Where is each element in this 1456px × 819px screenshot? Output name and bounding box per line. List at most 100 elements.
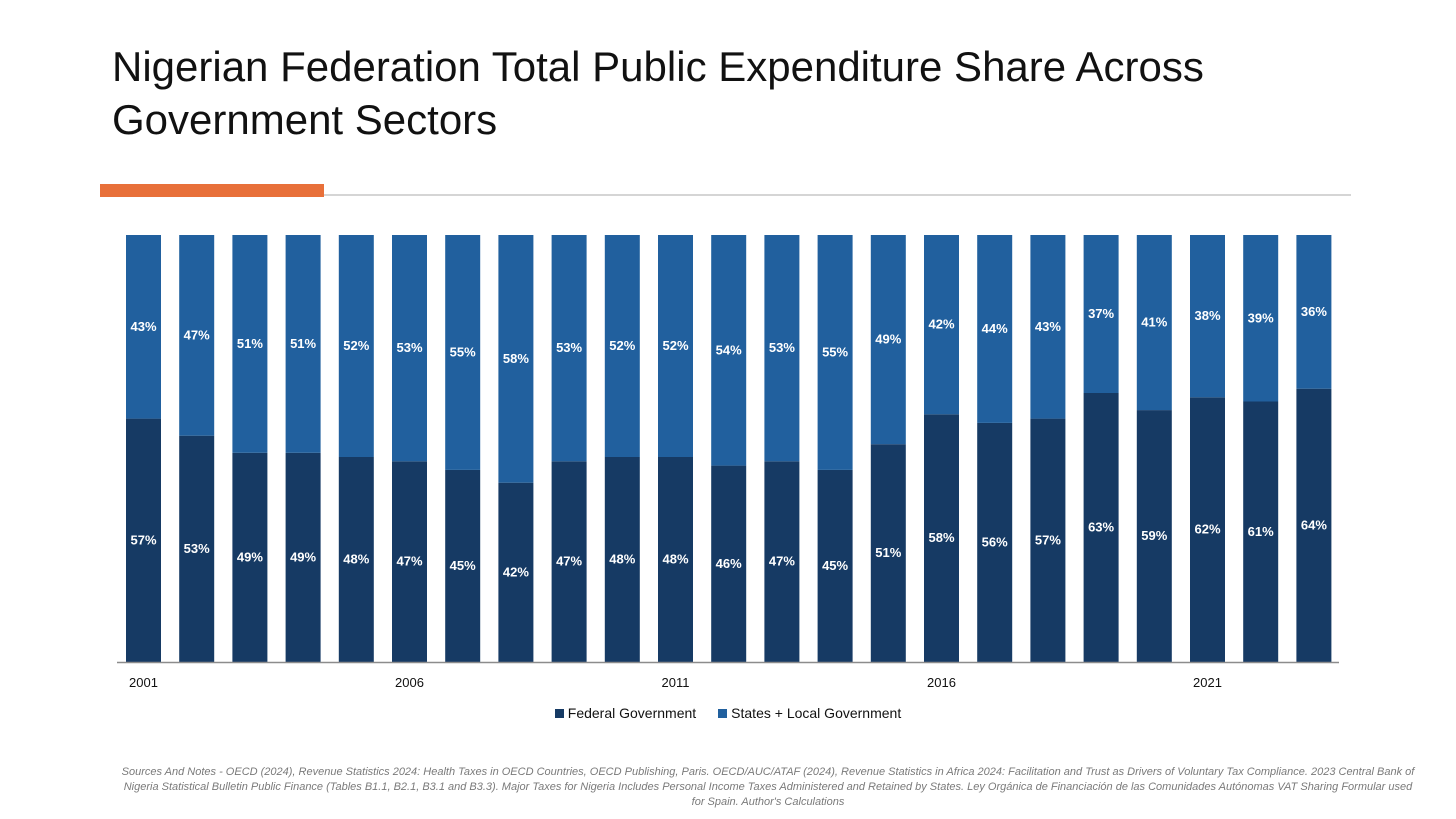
x-tick-label-2011: 2011: [662, 675, 690, 690]
data-label-federal-government-2021: 62%: [1194, 522, 1220, 537]
bar-federal-government-2004: [285, 452, 321, 662]
legend-item-federal-government: Federal Government: [554, 705, 697, 721]
legend-swatch-federal-government: [554, 708, 564, 718]
bar-states-local-government-2018: [1030, 235, 1066, 419]
data-label-federal-government-2012: 46%: [716, 556, 742, 571]
bar-states-local-government-2005: [338, 235, 374, 457]
bar-states-local-government-2008: [498, 235, 534, 483]
data-label-states-local-government-2013: 53%: [769, 340, 795, 355]
bar-states-local-government-2015: [870, 235, 906, 445]
bar-federal-government-2003: [232, 452, 268, 662]
data-label-states-local-government-2014: 55%: [822, 344, 848, 359]
x-tick-labels: 2001 2006 2011 2016 2021: [129, 675, 1222, 690]
bar-federal-government-2015: [870, 444, 906, 662]
bar-federal-government-2013: [764, 461, 800, 662]
bar-states-local-government-2023: [1296, 235, 1332, 389]
bar-federal-government-2016: [924, 414, 959, 662]
data-label-federal-government-2005: 48%: [343, 552, 369, 567]
data-label-federal-government-2007: 45%: [450, 558, 476, 573]
data-label-federal-government-2018: 57%: [1035, 532, 1061, 547]
bar-states-local-government-2009: [551, 235, 587, 462]
x-tick-label-2001: 2001: [129, 675, 158, 690]
data-label-states-local-government-2020: 41%: [1141, 315, 1167, 330]
bar-states-local-government-2007: [445, 235, 481, 470]
data-label-states-local-government-2017: 44%: [982, 321, 1008, 336]
legend-swatch-states-local-government: [718, 708, 728, 718]
data-label-states-local-government-2004: 51%: [290, 336, 316, 351]
bar-states-local-government-2021: [1190, 235, 1225, 398]
data-label-states-local-government-2018: 43%: [1035, 319, 1061, 334]
bar-federal-government-2008: [498, 482, 534, 662]
title-divider-line: [100, 194, 1351, 196]
data-label-states-local-government-2012: 54%: [716, 342, 742, 357]
bar-states-local-government-2020: [1136, 235, 1172, 411]
bar-federal-government-2022: [1243, 401, 1279, 662]
bar-states-local-government-2001: [126, 235, 161, 419]
data-label-states-local-government-2007: 55%: [450, 344, 476, 359]
bars-layer: 57% 43% 53% 47% 49% 51% 49% 51% 48% 52% 47% 53% 45% 5…: [126, 235, 1332, 663]
bar-states-local-government-2003: [232, 235, 268, 453]
legend-item-states-local-government: States + Local Government: [718, 705, 901, 721]
bar-states-local-government-2017: [977, 235, 1013, 423]
data-label-federal-government-2014: 45%: [822, 558, 848, 573]
data-label-states-local-government-2010: 52%: [609, 338, 635, 353]
bar-states-local-government-2019: [1083, 235, 1119, 393]
bar-federal-government-2021: [1190, 397, 1225, 662]
stacked-bar-chart: 57% 43% 53% 47% 49% 51% 49% 51% 48% 52% 47% 53% 45% 5…: [117, 235, 1339, 690]
bar-states-local-government-2011: [658, 235, 693, 457]
bar-states-local-government-2006: [392, 235, 427, 462]
bar-federal-government-2006: [392, 461, 427, 662]
data-label-federal-government-2020: 59%: [1141, 528, 1167, 543]
x-tick-label-2006: 2006: [395, 675, 424, 690]
data-label-states-local-government-2016: 42%: [928, 317, 954, 332]
bar-federal-government-2002: [179, 435, 215, 662]
data-label-federal-government-2006: 47%: [396, 554, 422, 569]
title-accent-bar: [100, 184, 324, 197]
bar-states-local-government-2010: [604, 235, 640, 457]
data-label-states-local-government-2009: 53%: [556, 340, 582, 355]
bar-states-local-government-2004: [285, 235, 321, 453]
bar-states-local-government-2016: [924, 235, 959, 415]
data-label-federal-government-2022: 61%: [1248, 524, 1274, 539]
bar-federal-government-2010: [604, 457, 640, 662]
x-tick-label-2021: 2021: [1193, 675, 1222, 690]
data-label-federal-government-2013: 47%: [769, 554, 795, 569]
data-label-states-local-government-2005: 52%: [343, 338, 369, 353]
data-label-states-local-government-2003: 51%: [237, 336, 263, 351]
bar-states-local-government-2013: [764, 235, 800, 462]
data-label-states-local-government-2002: 47%: [184, 327, 210, 342]
data-label-states-local-government-2022: 39%: [1248, 310, 1274, 325]
legend-label-states-local-government: States + Local Government: [731, 705, 902, 721]
data-label-states-local-government-2019: 37%: [1088, 306, 1114, 321]
bar-states-local-government-2012: [711, 235, 747, 466]
data-label-federal-government-2001: 57%: [130, 532, 156, 547]
bar-federal-government-2014: [817, 469, 853, 663]
bar-federal-government-2019: [1083, 393, 1119, 662]
data-label-states-local-government-2008: 58%: [503, 351, 529, 366]
data-label-federal-government-2008: 42%: [503, 564, 529, 579]
data-label-federal-government-2017: 56%: [982, 534, 1008, 549]
bar-federal-government-2001: [126, 418, 161, 662]
sources-note: Sources And Notes - OECD (2024), Revenue…: [121, 766, 1415, 808]
bar-federal-government-2020: [1136, 410, 1172, 662]
legend-label-federal-government: Federal Government: [567, 705, 697, 721]
bar-federal-government-2007: [445, 469, 481, 663]
data-label-states-local-government-2023: 36%: [1301, 304, 1327, 319]
bar-federal-government-2018: [1030, 418, 1066, 662]
bar-federal-government-2011: [658, 457, 693, 662]
data-label-states-local-government-2011: 52%: [662, 338, 688, 353]
data-label-federal-government-2002: 53%: [184, 541, 210, 556]
chart-legend: Federal Government States + Local Govern…: [0, 705, 1456, 721]
data-label-states-local-government-2015: 49%: [875, 332, 901, 347]
x-tick-label-2016: 2016: [927, 675, 956, 690]
data-label-federal-government-2023: 64%: [1301, 517, 1327, 532]
data-label-federal-government-2009: 47%: [556, 554, 582, 569]
data-label-federal-government-2011: 48%: [662, 552, 688, 567]
bar-states-local-government-2022: [1243, 235, 1279, 402]
bar-federal-government-2009: [551, 461, 587, 662]
data-label-federal-government-2003: 49%: [237, 549, 263, 564]
data-label-federal-government-2015: 51%: [875, 545, 901, 560]
bar-states-local-government-2014: [817, 235, 853, 470]
data-label-federal-government-2010: 48%: [609, 552, 635, 567]
data-label-federal-government-2019: 63%: [1088, 520, 1114, 535]
